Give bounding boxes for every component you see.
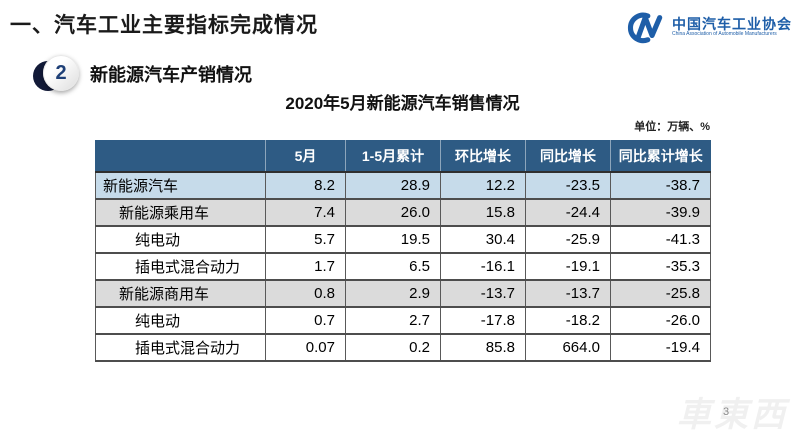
section-title: 新能源汽车产销情况 [90,65,252,85]
watermark: 車東西 [677,396,788,434]
column-header: 1-5月累计 [345,140,441,173]
nev-sales-table: 5月 1-5月累计 环比增长 同比增长 同比累计增长 新能源汽车 8.2 28.… [95,140,711,362]
cell: -17.8 [440,307,526,335]
row-label: 新能源汽车 [95,172,266,200]
table-row: 插电式混合动力 1.7 6.5 -16.1 -19.1 -35.3 [95,253,711,281]
cell: -25.8 [610,280,711,308]
cell: -39.9 [610,199,711,227]
cell: -26.0 [610,307,711,335]
table-row: 新能源乘用车 7.4 26.0 15.8 -24.4 -39.9 [95,199,711,227]
row-label: 插电式混合动力 [95,334,266,362]
column-header [95,140,266,173]
cell: 7.4 [265,199,346,227]
column-header: 环比增长 [440,140,526,173]
page-title: 一、汽车工业主要指标完成情况 [10,14,318,37]
cell: -16.1 [440,253,526,281]
section-number-badge: 2 [33,52,86,96]
cama-logo-name-cn: 中国汽车工业协会 [672,15,792,32]
cama-logo-name-en: China Association of Automobile Manufact… [672,30,777,37]
cell: 0.8 [265,280,346,308]
cell: -25.9 [525,226,611,254]
row-label: 纯电动 [95,307,266,335]
page-number: 3 [723,406,730,418]
cell: 0.7 [265,307,346,335]
cell: 0.07 [265,334,346,362]
table-row: 纯电动 5.7 19.5 30.4 -25.9 -41.3 [95,226,711,254]
cell: 1.7 [265,253,346,281]
cell: 0.2 [345,334,441,362]
cell: 2.7 [345,307,441,335]
unit-note: 单位：万辆、% [634,121,710,133]
cell: 85.8 [440,334,526,362]
table-header-row: 5月 1-5月累计 环比增长 同比增长 同比累计增长 [95,140,711,173]
table-row: 新能源商用车 0.8 2.9 -13.7 -13.7 -25.8 [95,280,711,308]
cell: 2.9 [345,280,441,308]
column-header: 5月 [265,140,346,173]
cell: -41.3 [610,226,711,254]
table-row: 纯电动 0.7 2.7 -17.8 -18.2 -26.0 [95,307,711,335]
table-title: 2020年5月新能源汽车销售情况 [285,94,520,113]
cell: -13.7 [440,280,526,308]
cell: 19.5 [345,226,441,254]
cell: 12.2 [440,172,526,200]
row-label: 新能源商用车 [95,280,266,308]
cell: 664.0 [525,334,611,362]
row-label: 纯电动 [95,226,266,254]
row-label: 插电式混合动力 [95,253,266,281]
cell: -38.7 [610,172,711,200]
cell: -23.5 [525,172,611,200]
cama-logo: 中国汽车工业协会 China Association of Automobile… [615,10,792,44]
cama-logo-text: 中国汽车工业协会 China Association of Automobile… [672,15,792,38]
row-label: 新能源乘用车 [95,199,266,227]
column-header: 同比累计增长 [610,140,711,173]
column-header: 同比增长 [525,140,611,173]
cama-logo-icon [615,10,667,44]
table-row: 插电式混合动力 0.07 0.2 85.8 664.0 -19.4 [95,334,711,362]
cell: -19.4 [610,334,711,362]
table-row: 新能源汽车 8.2 28.9 12.2 -23.5 -38.7 [95,172,711,200]
cell: -19.1 [525,253,611,281]
cell: 5.7 [265,226,346,254]
cell: 15.8 [440,199,526,227]
cell: 30.4 [440,226,526,254]
cell: -35.3 [610,253,711,281]
cell: 28.9 [345,172,441,200]
cell: 26.0 [345,199,441,227]
badge-number: 2 [43,55,79,91]
cell: 8.2 [265,172,346,200]
cell: -18.2 [525,307,611,335]
cell: 6.5 [345,253,441,281]
cell: -24.4 [525,199,611,227]
cell: -13.7 [525,280,611,308]
